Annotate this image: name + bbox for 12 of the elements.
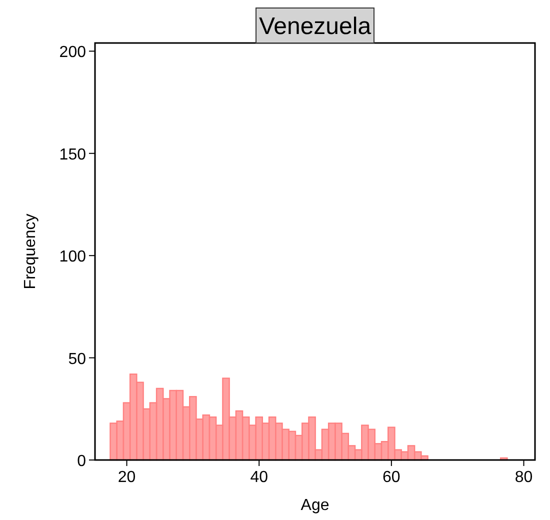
- y-tick-label: 150: [59, 146, 86, 164]
- y-tick-label: 100: [59, 248, 86, 266]
- x-tick-label: 80: [514, 469, 533, 486]
- chart-title: Venezuela: [258, 13, 372, 40]
- x-axis-title: Age: [300, 497, 330, 514]
- y-tick-label: 200: [59, 44, 86, 62]
- x-tick-label: 20: [118, 469, 136, 486]
- x-tick-label: 60: [382, 469, 400, 486]
- y-tick-label: 50: [68, 350, 86, 368]
- x-tick-label: 40: [250, 469, 268, 486]
- y-tick-label: 0: [77, 453, 86, 470]
- y-axis-title: Frequency: [22, 214, 39, 290]
